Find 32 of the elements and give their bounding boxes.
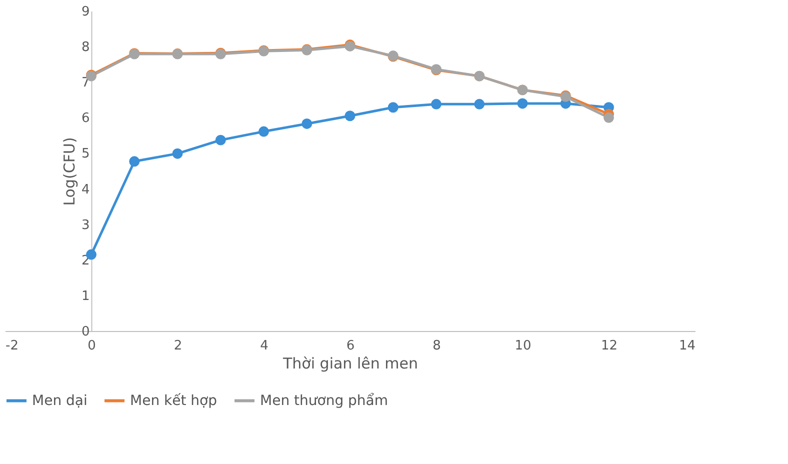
x-tick-label: 12 (600, 338, 618, 354)
point (474, 98, 485, 110)
y-tick-label: 1 (81, 288, 90, 304)
legend-label: Men thương phẩm (260, 392, 388, 409)
x-tick-label: 10 (514, 338, 532, 354)
point (129, 156, 140, 167)
y-tick-label: 5 (81, 146, 90, 162)
point (388, 102, 398, 113)
point (258, 126, 269, 137)
point (604, 112, 614, 123)
point (517, 98, 528, 109)
y-tick-label: 4 (81, 182, 90, 198)
y-tick-label: 6 (81, 111, 90, 126)
y-tick-label: 3 (81, 218, 90, 233)
point (344, 110, 356, 122)
y-axis-title: Log(CFU) (60, 137, 78, 206)
legend-label: Men kết hợp (130, 392, 218, 409)
x-tick-label: 8 (432, 338, 441, 354)
y-tick-label: 0 (81, 324, 90, 340)
x-tick-label: 4 (260, 338, 268, 354)
point (172, 148, 183, 159)
point (431, 98, 442, 110)
x-tick-label: 2 (174, 338, 182, 354)
legend-label: Men dại (32, 392, 88, 409)
x-tick-label: -2 (6, 338, 18, 354)
x-tick-label: 6 (346, 338, 355, 354)
x-axis-title: Thời gian lên men (282, 354, 418, 372)
point (215, 134, 226, 146)
y-tick-label: 8 (81, 40, 90, 56)
x-tick-label: 14 (678, 338, 696, 354)
point (302, 118, 312, 129)
y-tick-label: 9 (81, 4, 90, 20)
